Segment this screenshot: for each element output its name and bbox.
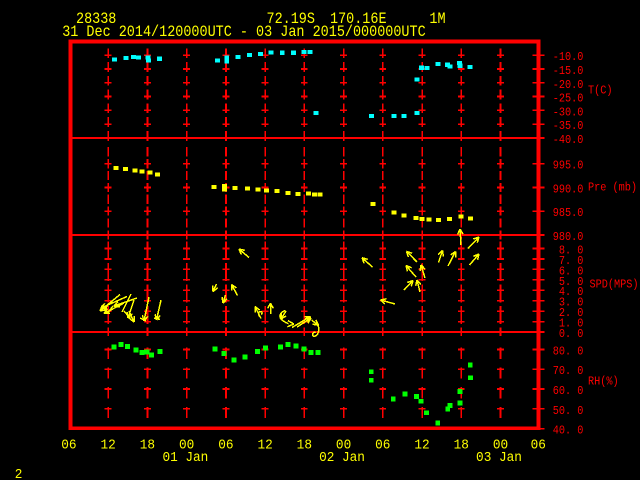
- svg-text:12: 12: [414, 438, 429, 454]
- svg-text:T(C): T(C): [588, 85, 613, 98]
- svg-text:00: 00: [336, 438, 351, 454]
- svg-text:-35.0: -35.0: [553, 121, 584, 134]
- svg-text:-20.0: -20.0: [553, 79, 584, 92]
- svg-text:28338: 28338: [76, 11, 116, 28]
- svg-text:18: 18: [454, 438, 469, 454]
- svg-text:170.16E: 170.16E: [330, 11, 387, 28]
- svg-text:12: 12: [257, 438, 272, 454]
- svg-text:3. 0: 3. 0: [559, 297, 584, 310]
- svg-text:-15.0: -15.0: [553, 65, 584, 78]
- svg-text:03 Jan: 03 Jan: [476, 451, 522, 467]
- svg-text:18: 18: [297, 438, 312, 454]
- svg-text:31 Dec 2014/120000UTC - 03 Jan: 31 Dec 2014/120000UTC - 03 Jan 2015/0000…: [62, 24, 426, 41]
- svg-text:06: 06: [61, 438, 76, 454]
- svg-text:5. 0: 5. 0: [559, 276, 584, 289]
- svg-text:02 Jan: 02 Jan: [319, 451, 365, 467]
- svg-text:06: 06: [531, 438, 546, 454]
- svg-text:-25.0: -25.0: [553, 93, 584, 106]
- svg-text:70. 0: 70. 0: [553, 366, 584, 379]
- svg-text:-10.0: -10.0: [553, 52, 584, 65]
- svg-text:985.0: 985.0: [553, 208, 584, 221]
- svg-text:4. 0: 4. 0: [559, 287, 584, 300]
- svg-text:8. 0: 8. 0: [559, 245, 584, 258]
- svg-text:12: 12: [101, 438, 116, 454]
- svg-text:7. 0: 7. 0: [559, 255, 584, 268]
- svg-text:18: 18: [140, 438, 155, 454]
- svg-text:01 Jan: 01 Jan: [162, 451, 208, 467]
- svg-text:00: 00: [493, 438, 508, 454]
- svg-text:-30.0: -30.0: [553, 107, 584, 120]
- svg-text:2: 2: [15, 468, 23, 480]
- svg-text:60. 0: 60. 0: [553, 385, 584, 398]
- svg-text:1. 0: 1. 0: [559, 318, 584, 331]
- svg-text:2. 0: 2. 0: [559, 308, 584, 321]
- svg-text:00: 00: [179, 438, 194, 454]
- svg-text:72.19S: 72.19S: [266, 11, 314, 28]
- svg-text:SPD(MPS): SPD(MPS): [590, 279, 639, 292]
- svg-text:6. 0: 6. 0: [559, 266, 584, 279]
- svg-text:Pre (mb): Pre (mb): [588, 182, 637, 195]
- svg-text:990.0: 990.0: [553, 184, 584, 197]
- svg-text:06: 06: [375, 438, 390, 454]
- svg-text:06: 06: [218, 438, 233, 454]
- svg-text:980.0: 980.0: [553, 231, 584, 244]
- svg-text:0. 0: 0. 0: [559, 328, 584, 341]
- svg-text:40. 0: 40. 0: [553, 425, 584, 438]
- svg-text:1M: 1M: [429, 11, 445, 28]
- svg-text:-40.0: -40.0: [553, 134, 584, 147]
- svg-text:RH(%): RH(%): [588, 376, 619, 389]
- svg-text:50. 0: 50. 0: [553, 405, 584, 418]
- svg-text:80. 0: 80. 0: [553, 346, 584, 359]
- svg-text:995.0: 995.0: [553, 160, 584, 173]
